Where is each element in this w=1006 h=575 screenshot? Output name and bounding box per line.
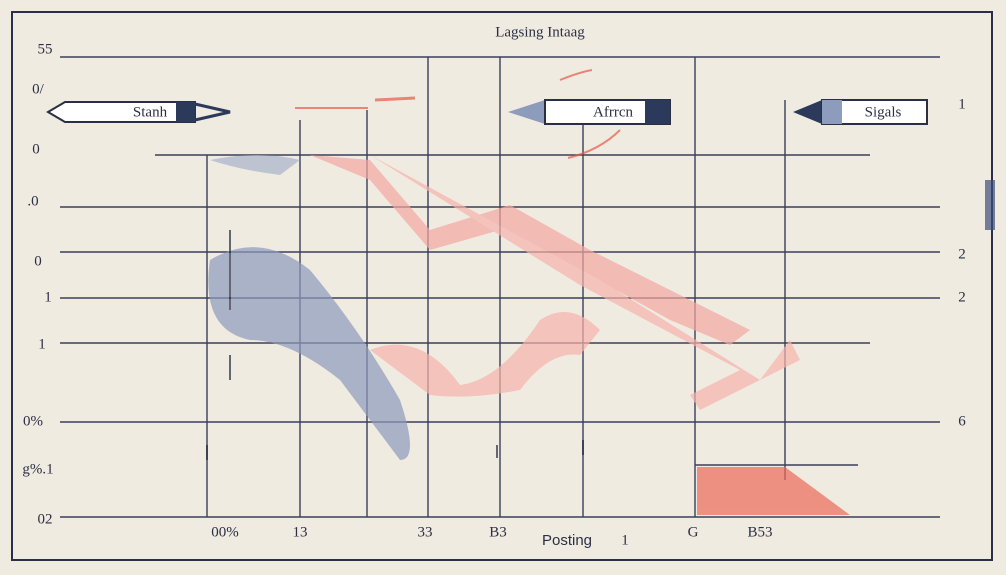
callout-label: Stanh: [133, 104, 168, 120]
left-label: 0: [32, 141, 40, 157]
right-label: 2: [958, 246, 966, 262]
right-label: 2: [958, 289, 966, 305]
left-label: 02: [38, 511, 53, 527]
left-label: .0: [27, 193, 38, 209]
left-label: 1: [38, 336, 46, 352]
bottom-label: G: [688, 524, 699, 540]
left-label: 0: [34, 253, 42, 269]
left-label: 0%: [23, 413, 43, 429]
footer-box: [520, 528, 632, 554]
left-label: 1: [44, 289, 52, 305]
right-label: 1: [958, 96, 966, 112]
bottom-label: B53: [747, 524, 772, 540]
bottom-label: 13: [293, 524, 308, 540]
callout-label: Sigals: [865, 104, 902, 120]
footer-number: 1: [621, 532, 629, 548]
title: Lagsing Intaag: [495, 24, 585, 40]
decoration: [206, 69, 995, 515]
left-label: 0/: [32, 81, 45, 97]
bottom-label: 33: [418, 524, 433, 540]
callout-label: Afrrcn: [593, 104, 633, 120]
bottom-label: B3: [489, 524, 507, 540]
callouts: [46, 99, 928, 125]
footer-label: Posting: [542, 532, 592, 549]
frame: [11, 11, 993, 561]
right-label: 6: [958, 413, 966, 429]
left-label: g%.1: [22, 461, 53, 477]
bottom-label: 00%: [211, 524, 239, 540]
left-label: 55: [38, 41, 53, 57]
